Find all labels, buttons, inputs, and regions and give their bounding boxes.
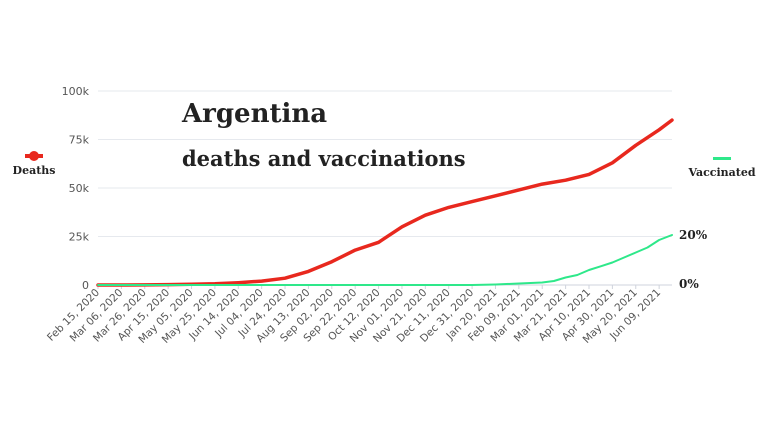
chart-title: Argentina (182, 99, 328, 129)
series-line-vaccinated (97, 234, 673, 286)
grid-lines (98, 90, 672, 286)
legend-vaccinated-label: Vaccinated (688, 166, 756, 179)
y-axis-left-tick-label: 25k (69, 231, 90, 244)
y-axis-left-tick-label: 100k (62, 85, 90, 98)
legend-deaths-swatch (25, 151, 43, 161)
y-axis-left-ticks: 0 25k 50k 75k 100k (62, 85, 90, 292)
series-lines (96, 118, 674, 287)
legend-vaccinated-swatch (713, 157, 731, 160)
chart-subtitle: deaths and vaccinations (182, 146, 466, 171)
legend-vaccinated[interactable]: Vaccinated (682, 150, 762, 179)
y-axis-left-tick-label: 50k (69, 182, 90, 195)
y-axis-left-tick-label: 75k (69, 134, 90, 147)
legend-deaths-label: Deaths (12, 164, 56, 177)
legend-deaths[interactable]: Deaths (8, 150, 60, 177)
y-axis-right-tick-20: 20% (679, 228, 708, 242)
y-axis-right-tick-0: 0% (679, 277, 699, 291)
y-axis-left-tick-label: 0 (82, 279, 89, 292)
series-line-deaths (96, 118, 674, 287)
